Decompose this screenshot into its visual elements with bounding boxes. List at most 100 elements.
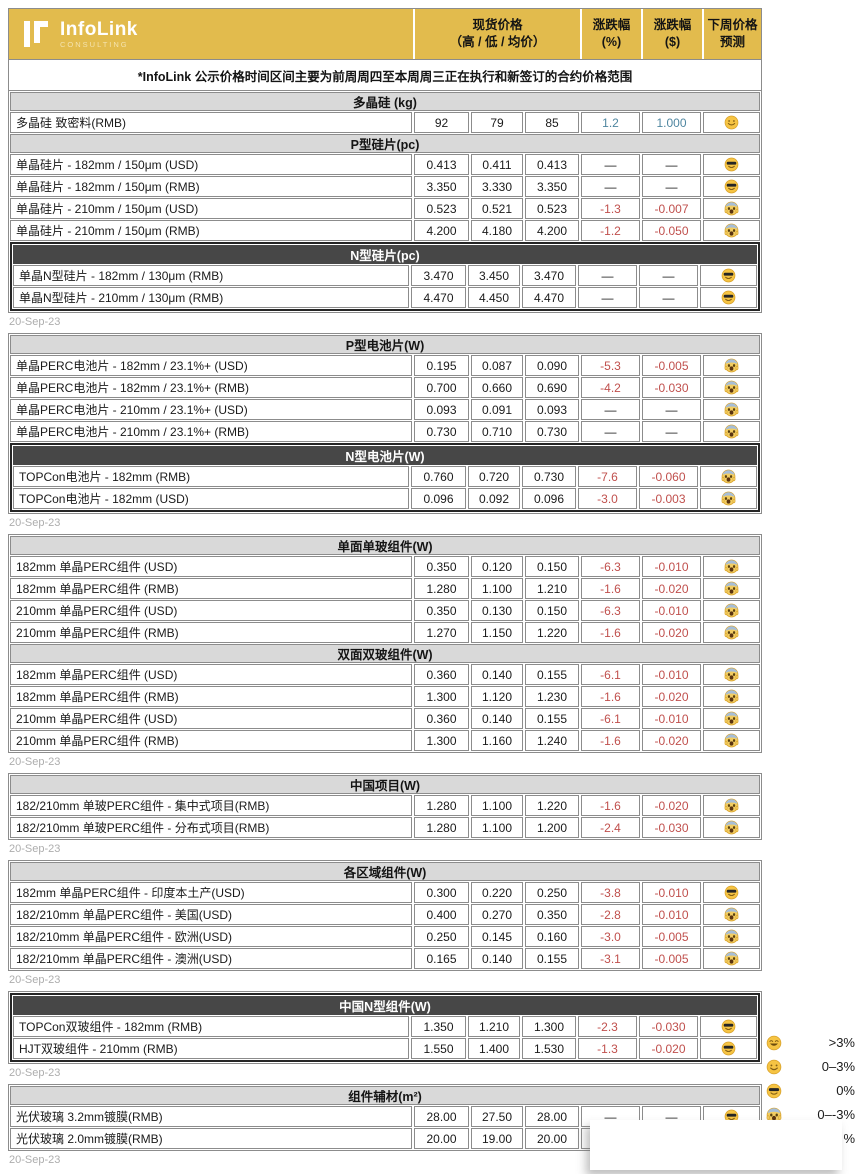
change-pct-cell: —: [578, 287, 637, 308]
row-name: 182mm 单晶PERC组件 (RMB): [10, 686, 412, 707]
row-name: 单晶PERC电池片 - 210mm / 23.1%+ (USD): [10, 399, 412, 420]
forecast-cell: [703, 154, 760, 175]
change-usd-cell: -0.010: [642, 882, 701, 903]
forecast-cell: [703, 926, 760, 947]
scream-emoji-icon: [724, 798, 739, 813]
change-usd-cell: -0.020: [642, 795, 701, 816]
date-stamp: 20-Sep-23: [9, 974, 61, 986]
change-usd-subtitle: ($): [664, 35, 681, 49]
scream-emoji-icon: [724, 951, 739, 966]
forecast-cell: [703, 904, 760, 925]
price-low-cell: 0.120: [471, 556, 523, 577]
price-avg-cell: 4.200: [525, 220, 579, 241]
change-usd-cell: -0.020: [639, 1038, 698, 1059]
forecast-cell: [703, 600, 760, 621]
price-table: InfoLink CONSULTING 现货价格 （高 / 低 / 均价） 涨跌…: [8, 8, 762, 1171]
column-header-change-usd: 涨跌幅 ($): [641, 9, 702, 59]
price-high-cell: 0.250: [414, 926, 469, 947]
price-low-cell: 4.180: [471, 220, 523, 241]
legend-label: 0–-3%: [817, 1107, 855, 1122]
price-high-cell: 0.195: [414, 355, 469, 376]
price-avg-cell: 0.155: [525, 664, 579, 685]
scream-emoji-icon: [724, 581, 739, 596]
price-high-cell: 1.350: [411, 1016, 466, 1037]
table-block: 各区域组件(W) 182mm 单晶PERC组件 - 印度本土产(USD) 0.300…: [8, 860, 762, 971]
price-high-cell: 0.360: [414, 664, 469, 685]
table-row: TOPCon电池片 - 182mm (USD) 0.096 0.092 0.096 -3…: [13, 488, 757, 509]
section-header: 中国N型组件(W): [13, 996, 757, 1015]
scream-emoji-icon: [721, 491, 736, 506]
date-stamp: 20-Sep-23: [9, 517, 61, 529]
price-avg-cell: 0.096: [522, 488, 576, 509]
price-avg-cell: 0.250: [525, 882, 579, 903]
table-row: 单晶PERC电池片 - 210mm / 23.1%+ (RMB) 0.730 0.7…: [10, 421, 760, 442]
price-low-cell: 1.160: [471, 730, 523, 751]
change-usd-cell: -0.010: [642, 904, 701, 925]
change-usd-cell: -0.005: [642, 948, 701, 969]
table-row: HJT双玻组件 - 210mm (RMB) 1.550 1.400 1.530 -1.3…: [13, 1038, 757, 1059]
price-avg-cell: 0.093: [525, 399, 579, 420]
forecast-cell: [703, 795, 760, 816]
price-high-cell: 0.700: [414, 377, 469, 398]
scream-emoji-icon: [724, 689, 739, 704]
legend-label: >3%: [828, 1035, 855, 1050]
price-low-cell: 0.092: [468, 488, 520, 509]
price-high-cell: 3.470: [411, 265, 466, 286]
change-usd-cell: -0.010: [642, 708, 701, 729]
cool-emoji-icon: [724, 885, 739, 900]
column-header-spot-price: 现货价格 （高 / 低 / 均价）: [413, 9, 580, 59]
price-avg-cell: 0.090: [525, 355, 579, 376]
change-usd-cell: —: [642, 421, 701, 442]
price-avg-cell: 1.240: [525, 730, 579, 751]
change-pct-cell: —: [578, 265, 637, 286]
forecast-cell: [700, 488, 757, 509]
change-usd-cell: -0.020: [642, 578, 701, 599]
price-low-cell: 3.450: [468, 265, 520, 286]
price-high-cell: 0.730: [414, 421, 469, 442]
forecast-cell: [703, 882, 760, 903]
legend-label: %: [843, 1131, 855, 1146]
table-section: 各区域组件(W) 182mm 单晶PERC组件 - 印度本土产(USD) 0.300…: [10, 862, 760, 969]
change-usd-cell: -0.050: [642, 220, 701, 241]
forecast-cell: [703, 817, 760, 838]
change-pct-cell: —: [581, 399, 640, 420]
legend-label: 0–3%: [821, 1059, 855, 1074]
price-high-cell: 0.760: [411, 466, 466, 487]
price-high-cell: 92: [414, 112, 469, 133]
forecast-legend: >3% 0–3% 0% 0–-3%%: [764, 1034, 857, 1147]
scream-emoji-icon: [724, 603, 739, 618]
price-avg-cell: 1.300: [522, 1016, 576, 1037]
forecast-cell: [703, 421, 760, 442]
infolink-logo: InfoLink CONSULTING: [9, 9, 413, 59]
column-header-change-pct: 涨跌幅 (%): [580, 9, 641, 59]
price-high-cell: 0.413: [414, 154, 469, 175]
price-low-cell: 0.411: [471, 154, 523, 175]
table-row: 182/210mm 单玻PERC组件 - 分布式项目(RMB) 1.280 1.10…: [10, 817, 760, 838]
row-name: 182mm 单晶PERC组件 (RMB): [10, 578, 412, 599]
change-usd-cell: —: [639, 265, 698, 286]
price-high-cell: 0.096: [411, 488, 466, 509]
table-row: 单晶硅片 - 210mm / 150μm (RMB) 4.200 4.180 4.20…: [10, 220, 760, 241]
forecast-cell: [703, 112, 760, 133]
scream-emoji-icon: [724, 907, 739, 922]
table-section: N型硅片(pc) 单晶N型硅片 - 182mm / 130μm (RMB) 3.47…: [10, 242, 760, 311]
table-row: 单晶PERC电池片 - 182mm / 23.1%+ (RMB) 0.700 0.6…: [10, 377, 760, 398]
legend-label: 0%: [836, 1083, 855, 1098]
scream-emoji-icon: [724, 559, 739, 574]
change-pct-cell: —: [581, 421, 640, 442]
price-low-cell: 1.210: [468, 1016, 520, 1037]
date-stamp: 20-Sep-23: [9, 756, 61, 768]
row-name: 单晶PERC电池片 - 182mm / 23.1%+ (USD): [10, 355, 412, 376]
brand-subtitle: CONSULTING: [60, 40, 129, 49]
change-usd-cell: -0.010: [642, 664, 701, 685]
table-row: 单晶硅片 - 210mm / 150μm (USD) 0.523 0.521 0.52…: [10, 198, 760, 219]
price-avg-cell: 1.220: [525, 622, 579, 643]
table-block: 中国N型组件(W) TOPCon双玻组件 - 182mm (RMB) 1.350 1.…: [8, 991, 762, 1064]
change-usd-cell: 1.000: [642, 112, 701, 133]
price-low-cell: 0.720: [468, 466, 520, 487]
price-avg-cell: 20.00: [525, 1128, 579, 1149]
row-name: 182mm 单晶PERC组件 (USD): [10, 664, 412, 685]
price-avg-cell: 1.210: [525, 578, 579, 599]
table-row: 210mm 单晶PERC组件 (USD) 0.350 0.130 0.150 -6.3-…: [10, 600, 760, 621]
change-pct-cell: -6.3: [581, 600, 640, 621]
